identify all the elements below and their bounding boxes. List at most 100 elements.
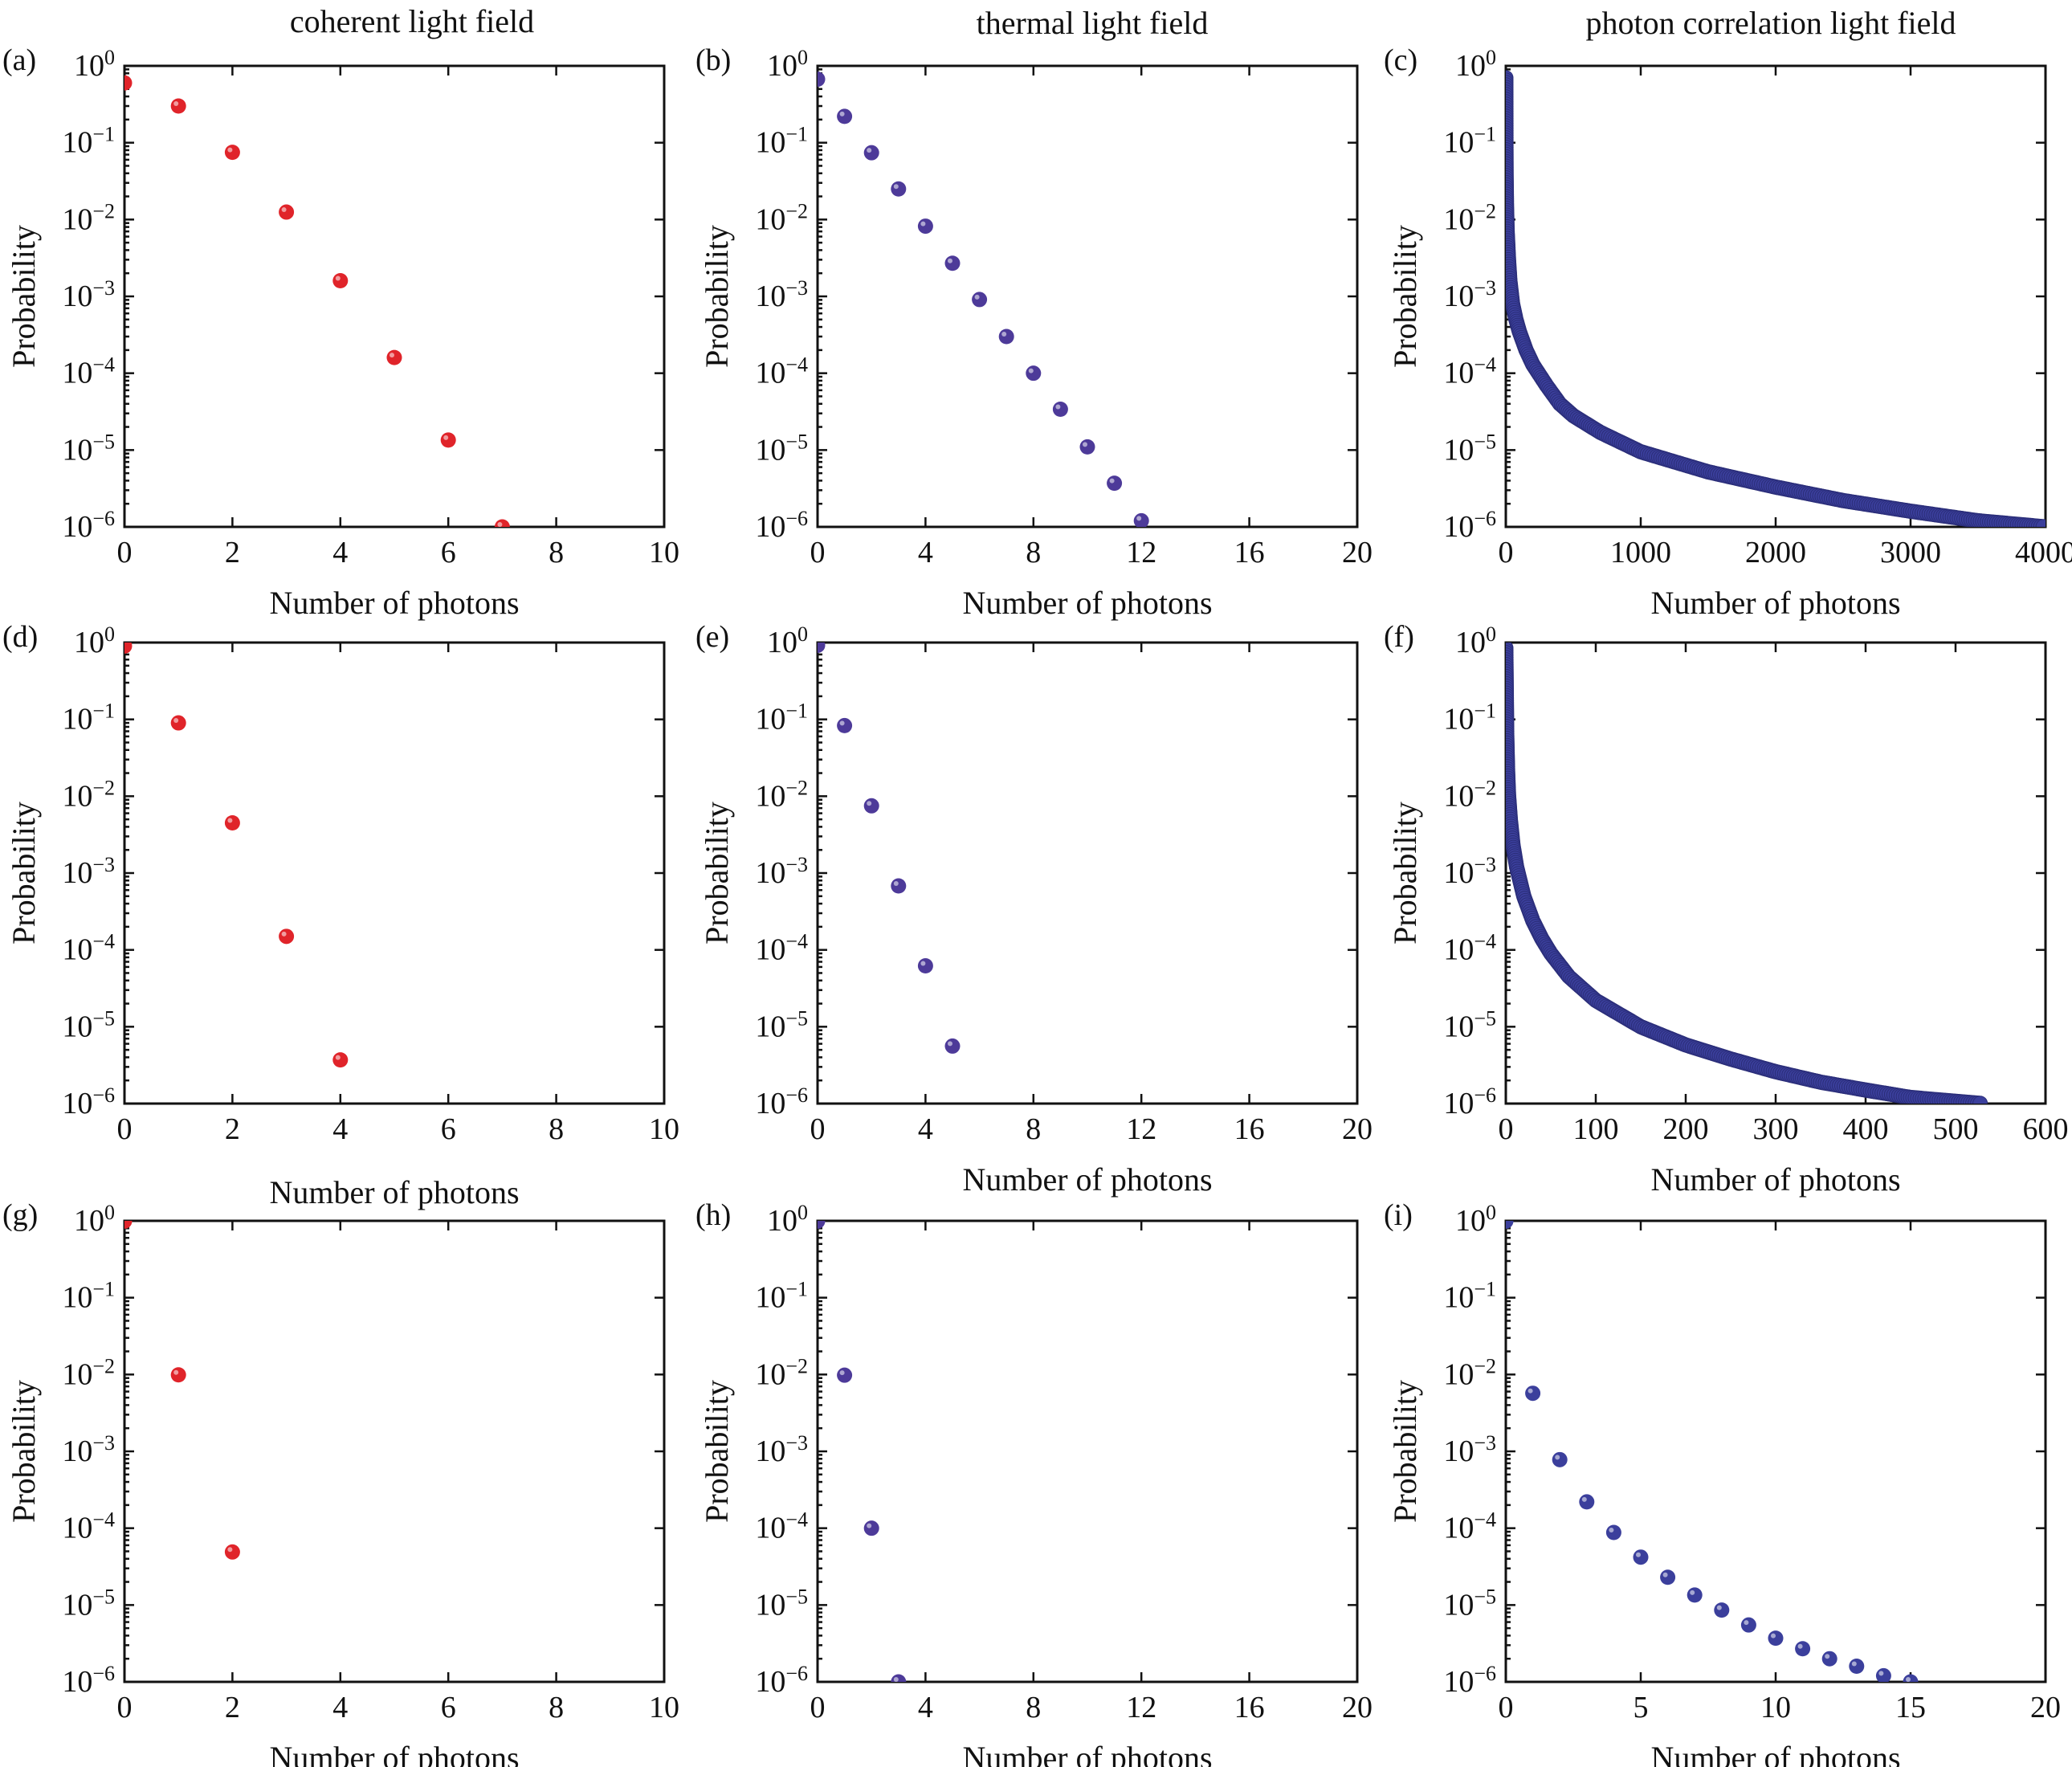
data-point bbox=[124, 1221, 133, 1229]
y-tick-label: 100 bbox=[74, 46, 115, 83]
data-point bbox=[279, 204, 295, 220]
x-axis-label: Number of photons bbox=[269, 1740, 519, 1767]
data-point bbox=[170, 715, 186, 731]
x-tick-label: 4 bbox=[918, 1112, 933, 1146]
x-tick-label: 0 bbox=[810, 1112, 826, 1146]
panel-i: (i) 10−6 10−5 10−4 10−3 10−2 10−1 100 0 5 10 15 20 Nu… bbox=[1384, 1198, 2061, 1767]
data-point bbox=[1525, 1385, 1541, 1402]
data-point bbox=[1849, 1658, 1865, 1674]
y-axis-label: Probability bbox=[1387, 1380, 1423, 1523]
y-tick-label: 10−6 bbox=[1443, 1083, 1496, 1120]
x-tick-label: 4 bbox=[918, 536, 933, 569]
data-point bbox=[1875, 1667, 1891, 1682]
y-tick-label: 10−2 bbox=[1443, 199, 1496, 236]
x-tick-label: 15 bbox=[1895, 1691, 1926, 1724]
data-point bbox=[1605, 1524, 1621, 1541]
x-tick-label: 12 bbox=[1126, 1691, 1156, 1724]
x-tick-label: 8 bbox=[549, 1112, 564, 1146]
x-tick-label: 16 bbox=[1234, 1691, 1265, 1724]
data-point bbox=[1552, 1451, 1568, 1467]
x-axis-label: Number of photons bbox=[269, 585, 519, 621]
data-point bbox=[891, 878, 907, 894]
y-tick-label: 10−4 bbox=[62, 930, 115, 967]
data-point bbox=[818, 643, 826, 653]
y-tick-label: 10−6 bbox=[1443, 1662, 1496, 1699]
data-point-highlight bbox=[1716, 1605, 1722, 1610]
plot-frame bbox=[1504, 1219, 2047, 1683]
data-point bbox=[1972, 1096, 1988, 1104]
x-tick-label: 10 bbox=[649, 1112, 679, 1146]
panel-f: (f) 10−6 10−5 10−4 10−3 10−2 10−1 100 0 100 200 300… bbox=[1384, 620, 2069, 1198]
plot-frame bbox=[1504, 641, 2047, 1105]
data-point-highlight bbox=[948, 1041, 952, 1047]
y-axis-label: Probability bbox=[6, 802, 42, 945]
data-points bbox=[1506, 70, 2045, 527]
data-point bbox=[1133, 512, 1149, 527]
data-point-highlight bbox=[227, 1547, 233, 1553]
x-tick-label: 300 bbox=[1753, 1112, 1799, 1146]
plot-frame bbox=[123, 1219, 666, 1683]
x-tick-label: 0 bbox=[1499, 536, 1514, 569]
y-tick-label: 10−5 bbox=[62, 1585, 115, 1622]
y-axis-label: Probability bbox=[699, 1380, 735, 1523]
y-tick-label: 10−5 bbox=[62, 1006, 115, 1043]
data-point-highlight bbox=[920, 221, 926, 226]
x-tick-label: 20 bbox=[1342, 1691, 1372, 1724]
column-title-coherent: coherent light field bbox=[290, 3, 534, 39]
plot-frame bbox=[123, 641, 666, 1105]
x-tick-label: 8 bbox=[1026, 1691, 1041, 1724]
y-tick-label: 10−3 bbox=[755, 853, 808, 890]
data-point bbox=[386, 349, 402, 365]
y-tick-label: 10−5 bbox=[755, 430, 808, 467]
data-point-highlight bbox=[920, 961, 926, 966]
data-point-highlight bbox=[839, 111, 845, 116]
data-point-highlight bbox=[173, 718, 179, 724]
y-tick-label: 10−3 bbox=[62, 276, 115, 313]
panel-h: (h) 10−6 10−5 10−4 10−3 10−2 10−1 100 0 4 8 12 16 20 N… bbox=[695, 1198, 1372, 1767]
data-point-highlight bbox=[1136, 516, 1142, 521]
x-tick-label: 4 bbox=[332, 536, 348, 569]
data-point-highlight bbox=[1609, 1527, 1614, 1532]
data-point-highlight bbox=[227, 147, 233, 153]
y-tick-label: 100 bbox=[1455, 1201, 1496, 1238]
x-tick-label: 20 bbox=[1342, 536, 1372, 569]
x-tick-label: 0 bbox=[117, 1112, 133, 1146]
y-tick-label: 10−2 bbox=[755, 776, 808, 813]
x-tick-label: 400 bbox=[1843, 1112, 1889, 1146]
y-tick-label: 10−6 bbox=[62, 507, 115, 544]
y-tick-label: 10−3 bbox=[62, 853, 115, 890]
data-point-highlight bbox=[497, 522, 503, 527]
data-point-highlight bbox=[1797, 1643, 1803, 1649]
x-tick-label: 20 bbox=[2030, 1691, 2061, 1724]
data-point-highlight bbox=[1001, 332, 1007, 337]
data-points bbox=[124, 1221, 240, 1560]
y-tick-label: 10−1 bbox=[62, 123, 115, 160]
x-tick-label: 3000 bbox=[1880, 536, 1941, 569]
data-point-highlight bbox=[173, 101, 179, 107]
y-tick-label: 10−6 bbox=[755, 507, 808, 544]
data-point bbox=[972, 292, 988, 308]
x-tick-label: 10 bbox=[649, 536, 679, 569]
y-tick-label: 10−6 bbox=[1443, 507, 1496, 544]
x-tick-label: 0 bbox=[810, 536, 826, 569]
y-tick-label: 10−6 bbox=[755, 1662, 808, 1699]
data-point bbox=[1714, 1602, 1730, 1618]
x-tick-label: 6 bbox=[441, 1691, 456, 1724]
y-tick-label: 10−4 bbox=[62, 1508, 115, 1545]
x-axis-label: Number of photons bbox=[962, 1161, 1212, 1198]
x-tick-label: 5 bbox=[1634, 1691, 1649, 1724]
x-tick-label: 8 bbox=[1026, 536, 1041, 569]
y-tick-label: 100 bbox=[767, 622, 808, 659]
x-tick-label: 2 bbox=[225, 536, 240, 569]
data-point-highlight bbox=[335, 275, 341, 281]
y-tick-label: 100 bbox=[767, 46, 808, 83]
x-tick-label: 0 bbox=[810, 1691, 826, 1724]
x-tick-label: 6 bbox=[441, 1112, 456, 1146]
data-points bbox=[1506, 643, 1988, 1104]
y-tick-label: 10−4 bbox=[1443, 353, 1496, 390]
x-tick-label: 0 bbox=[117, 536, 133, 569]
data-point bbox=[124, 643, 133, 654]
